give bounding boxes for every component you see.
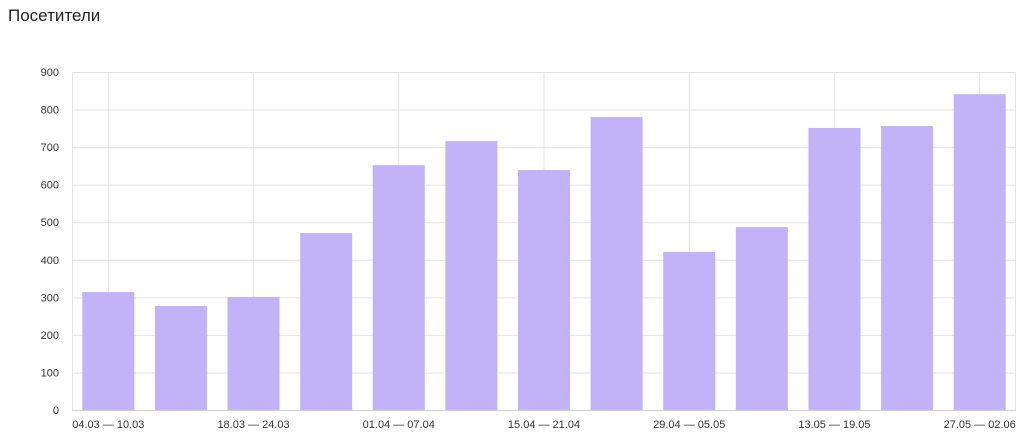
- bar: [445, 141, 498, 410]
- y-tick-label: 900: [41, 67, 59, 79]
- bar: [372, 165, 425, 410]
- bar: [154, 305, 207, 410]
- y-tick-label: 400: [41, 255, 59, 267]
- y-tick-label: 500: [41, 217, 59, 229]
- chart-title: Посетители: [8, 6, 101, 25]
- bar: [953, 94, 1006, 410]
- y-tick-label: 800: [41, 105, 59, 117]
- x-tick-label: 29.04 — 05.05: [653, 419, 725, 431]
- bar: [300, 233, 353, 410]
- x-tick-label: 27.05 — 02.06: [944, 419, 1016, 431]
- y-tick-label: 200: [41, 330, 59, 342]
- y-tick-label: 600: [41, 180, 59, 192]
- bar: [881, 126, 934, 410]
- y-tick-label: 0: [53, 405, 59, 417]
- bar: [82, 292, 135, 410]
- x-tick-label: 15.04 — 21.04: [508, 419, 580, 431]
- y-tick-label: 700: [41, 142, 59, 154]
- x-tick-label: 13.05 — 19.05: [798, 419, 870, 431]
- x-tick-label: 04.03 — 10.03: [72, 419, 144, 431]
- y-tick-label: 300: [41, 292, 59, 304]
- bar: [663, 251, 716, 410]
- bar: [735, 227, 788, 410]
- bar: [518, 170, 570, 410]
- bar: [808, 127, 861, 411]
- bar: [590, 117, 643, 411]
- x-tick-label: 18.03 — 24.03: [217, 419, 289, 431]
- x-tick-label: 01.04 — 07.04: [363, 419, 435, 431]
- y-tick-label: 100: [41, 367, 59, 379]
- bar: [227, 296, 280, 410]
